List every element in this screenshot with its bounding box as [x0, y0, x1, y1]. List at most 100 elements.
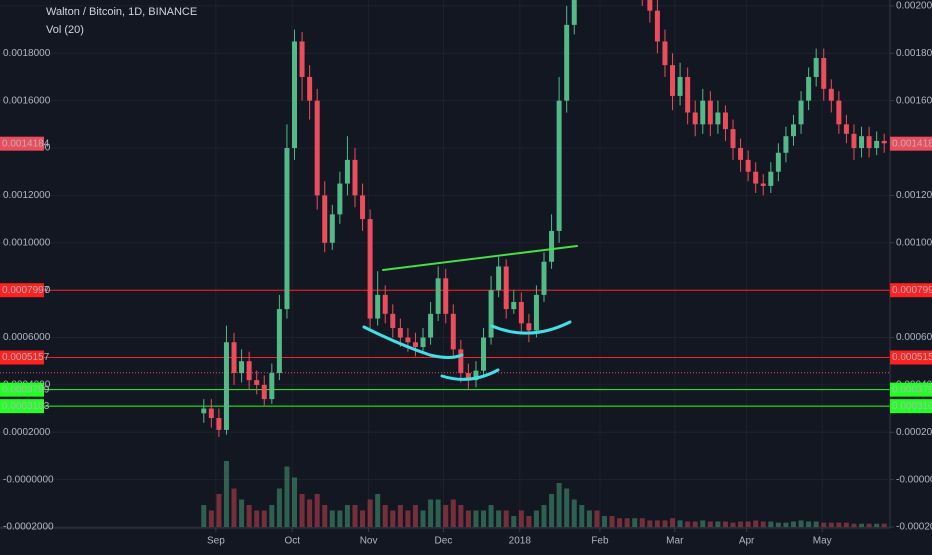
- time-axis: [0, 528, 890, 550]
- price-tag: [0, 382, 44, 397]
- volume-bar: [753, 520, 759, 527]
- volume-bar: [836, 522, 842, 527]
- candle-body: [775, 152, 781, 172]
- candle-body: [503, 266, 509, 310]
- volume-bar: [314, 494, 320, 527]
- y-tick-label: -0.0000000: [896, 474, 932, 485]
- candle-body: [790, 124, 796, 137]
- price-tag-label: 0.0003103: [2, 401, 50, 412]
- candle-body: [496, 266, 502, 291]
- volume-bar: [881, 523, 887, 527]
- y-tick-label: 0.0006000: [3, 332, 51, 343]
- volume-bar: [700, 520, 706, 527]
- y-tick-label: 0.0016000: [3, 95, 51, 106]
- candle-body: [231, 342, 237, 374]
- x-tick-label: May: [813, 536, 832, 547]
- candle-body: [223, 342, 229, 430]
- volume-bar: [594, 510, 600, 527]
- y-tick-label: 0.0018000: [896, 48, 932, 59]
- volume-bar: [329, 510, 335, 527]
- candle-body: [488, 290, 494, 338]
- volume-bar: [760, 521, 766, 527]
- volume-bar: [541, 505, 547, 527]
- volume-bar: [813, 521, 819, 527]
- volume-bar: [571, 499, 577, 527]
- candle-body: [518, 301, 524, 324]
- volume-bar: [473, 510, 479, 527]
- volume-bar: [579, 505, 585, 527]
- candle-body: [874, 140, 880, 149]
- candle-body: [707, 100, 713, 125]
- volume-bar: [223, 461, 229, 527]
- candle-body: [239, 361, 245, 374]
- price-tag-label: 0.0007997: [892, 285, 932, 296]
- volume-bar: [790, 521, 796, 527]
- candle-body: [292, 41, 298, 149]
- candle-body: [700, 100, 706, 125]
- candle-body: [481, 337, 487, 371]
- volume-bar: [405, 510, 411, 527]
- volume-bar: [821, 522, 827, 527]
- volume-bar: [420, 510, 426, 527]
- candle-body: [246, 361, 252, 381]
- volume-bar: [496, 510, 502, 527]
- candle-body: [382, 294, 388, 314]
- volume-bar: [337, 510, 343, 527]
- candle-body: [458, 349, 464, 374]
- volume-bar: [707, 521, 713, 527]
- volume-bar: [299, 494, 305, 527]
- volume-bar: [828, 522, 834, 527]
- candle-body: [390, 313, 396, 329]
- candle-body: [760, 183, 766, 186]
- x-tick-label: Apr: [739, 536, 755, 547]
- candle-body: [511, 301, 517, 310]
- y-tick-label: 0.0012000: [896, 190, 932, 201]
- volume-bar: [609, 516, 615, 527]
- volume-bar: [201, 505, 207, 527]
- candle-body: [738, 148, 744, 160]
- volume-bar: [745, 521, 751, 527]
- candle-body: [412, 342, 418, 347]
- candle-body: [806, 76, 812, 101]
- volume-bar: [715, 521, 721, 527]
- candle-body: [276, 309, 282, 374]
- price-tag: [890, 136, 932, 151]
- candle-body: [375, 294, 381, 319]
- candle-body: [881, 140, 887, 144]
- candle-body: [405, 337, 411, 343]
- volume-bar: [624, 518, 630, 527]
- candle-body: [745, 159, 751, 172]
- volume-bar: [798, 520, 804, 527]
- candle-body: [314, 100, 320, 196]
- volume-bar: [443, 505, 449, 527]
- volume-bar: [722, 521, 728, 527]
- candle-body: [307, 76, 313, 101]
- candle-body: [556, 100, 562, 231]
- candle-body: [836, 100, 842, 125]
- volume-bar: [284, 466, 290, 527]
- volume-bar: [730, 522, 736, 527]
- volume-bar: [397, 505, 403, 527]
- candle-body: [670, 65, 676, 96]
- price-tag: [0, 350, 44, 365]
- y-tick-label: 0.0016000: [896, 95, 932, 106]
- candle-body: [299, 41, 305, 77]
- candle-body: [662, 41, 668, 66]
- volume-bar: [216, 494, 222, 527]
- candle-body: [851, 133, 857, 149]
- volume-bar: [549, 494, 555, 527]
- volume-bar: [670, 518, 676, 527]
- volume-bar: [465, 510, 471, 527]
- volume-pane: [201, 461, 887, 527]
- candle-body: [692, 112, 698, 125]
- candle-body: [798, 100, 804, 125]
- candle-body: [443, 278, 449, 314]
- volume-bar: [662, 520, 668, 527]
- x-tick-label: Oct: [284, 536, 300, 547]
- candle-body: [284, 148, 290, 310]
- candle-body: [843, 124, 849, 134]
- candle-body: [420, 337, 426, 347]
- volume-bar: [617, 518, 623, 527]
- candle-body: [261, 384, 267, 400]
